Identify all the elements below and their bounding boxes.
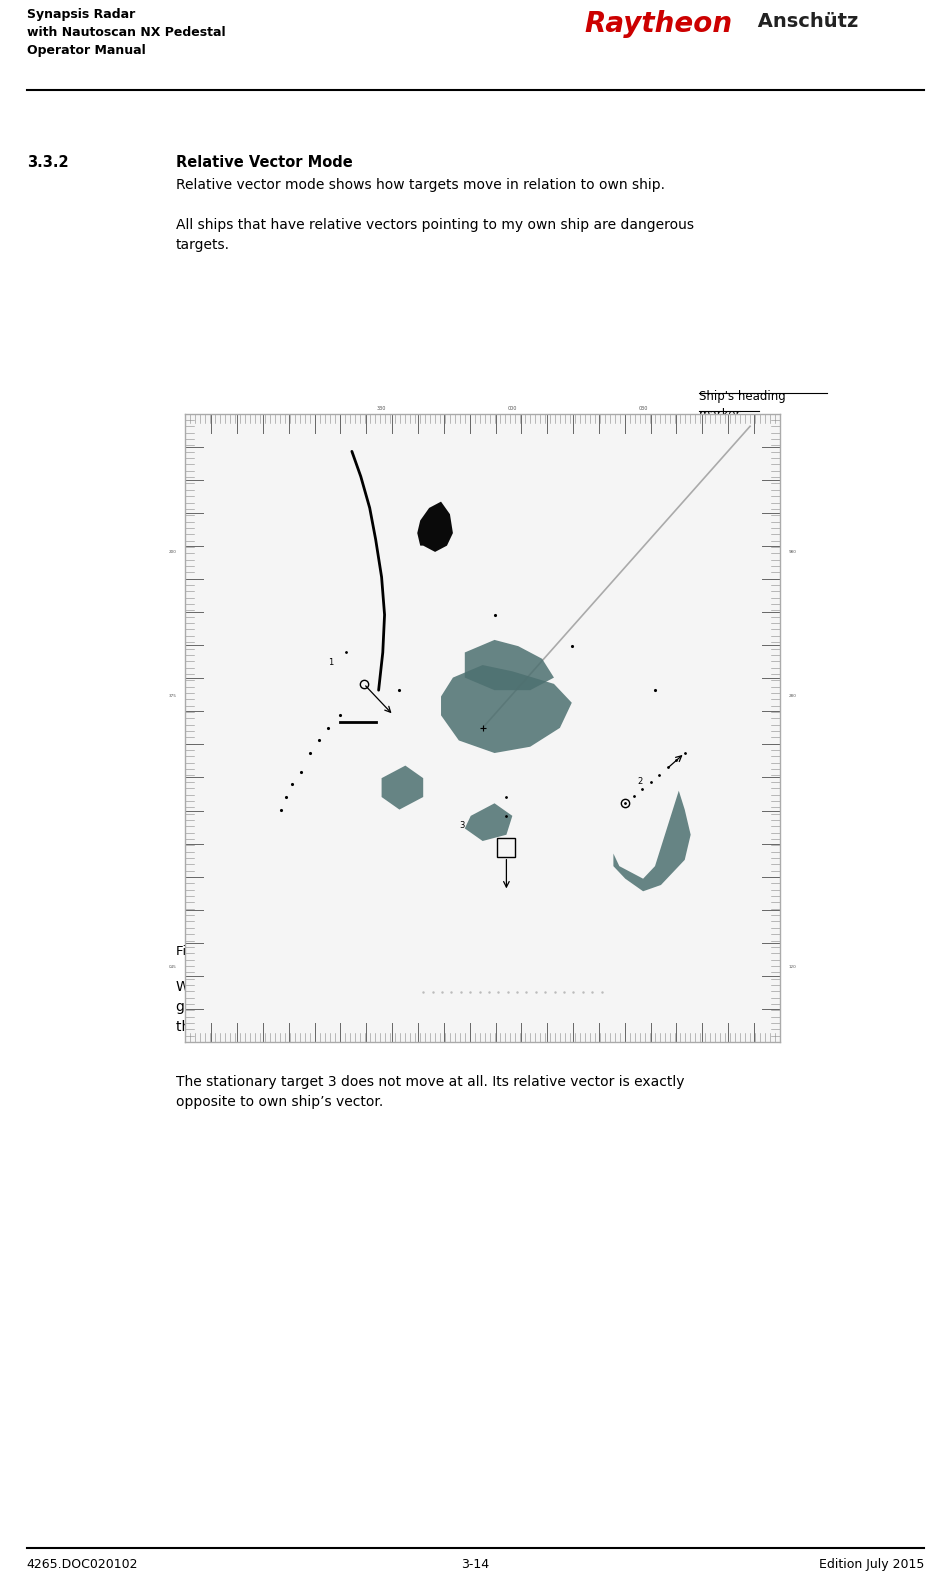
Text: Operator Manual: Operator Manual: [27, 45, 146, 57]
Text: Raytheon: Raytheon: [585, 10, 733, 38]
Text: 030: 030: [638, 406, 648, 410]
Text: 375: 375: [168, 694, 177, 698]
Text: Figure 3-11: Figure 3-11: [176, 945, 251, 958]
Text: 280: 280: [788, 694, 797, 698]
Text: Relative vector mode shows how targets move in relation to own ship.: Relative vector mode shows how targets m…: [176, 178, 665, 193]
Text: 2: 2: [637, 778, 643, 786]
Polygon shape: [381, 765, 423, 810]
Text: 3.3.2: 3.3.2: [27, 154, 68, 170]
Text: Synapsis Radar: Synapsis Radar: [27, 8, 135, 21]
Polygon shape: [465, 803, 513, 842]
Text: 330: 330: [377, 406, 386, 410]
Text: Ship's heading: Ship's heading: [699, 390, 789, 403]
Text: Relative Vector Mode: Relative Vector Mode: [304, 945, 445, 958]
Text: 4265.DOC020102: 4265.DOC020102: [27, 1558, 138, 1570]
Polygon shape: [417, 501, 453, 552]
Text: 1: 1: [328, 659, 334, 667]
Text: The stationary target 3 does not move at all. Its relative vector is exactly
opp: The stationary target 3 does not move at…: [176, 1076, 685, 1109]
Text: When the same situation is displayed in RELATIVE vector mode, target 1 is
gradua: When the same situation is displayed in …: [176, 980, 703, 1034]
Text: 120: 120: [788, 964, 797, 969]
Text: Relative Vector Mode: Relative Vector Mode: [176, 154, 353, 170]
Text: 200: 200: [168, 550, 177, 554]
Text: with Nautoscan NX Pedestal: with Nautoscan NX Pedestal: [27, 25, 225, 40]
Text: 000: 000: [508, 406, 517, 410]
Text: Edition July 2015: Edition July 2015: [819, 1558, 924, 1570]
Text: 980: 980: [788, 550, 797, 554]
Text: All ships that have relative vectors pointing to my own ship are dangerous
targe: All ships that have relative vectors poi…: [176, 218, 694, 251]
Text: 045: 045: [168, 964, 177, 969]
Text: 3-14: 3-14: [461, 1558, 490, 1570]
Text: marker: marker: [699, 407, 742, 422]
Polygon shape: [613, 791, 690, 891]
Text: Anschütz: Anschütz: [751, 13, 859, 30]
Bar: [497, 838, 515, 856]
Polygon shape: [441, 665, 572, 753]
Text: 3: 3: [458, 821, 464, 831]
Polygon shape: [465, 640, 553, 690]
